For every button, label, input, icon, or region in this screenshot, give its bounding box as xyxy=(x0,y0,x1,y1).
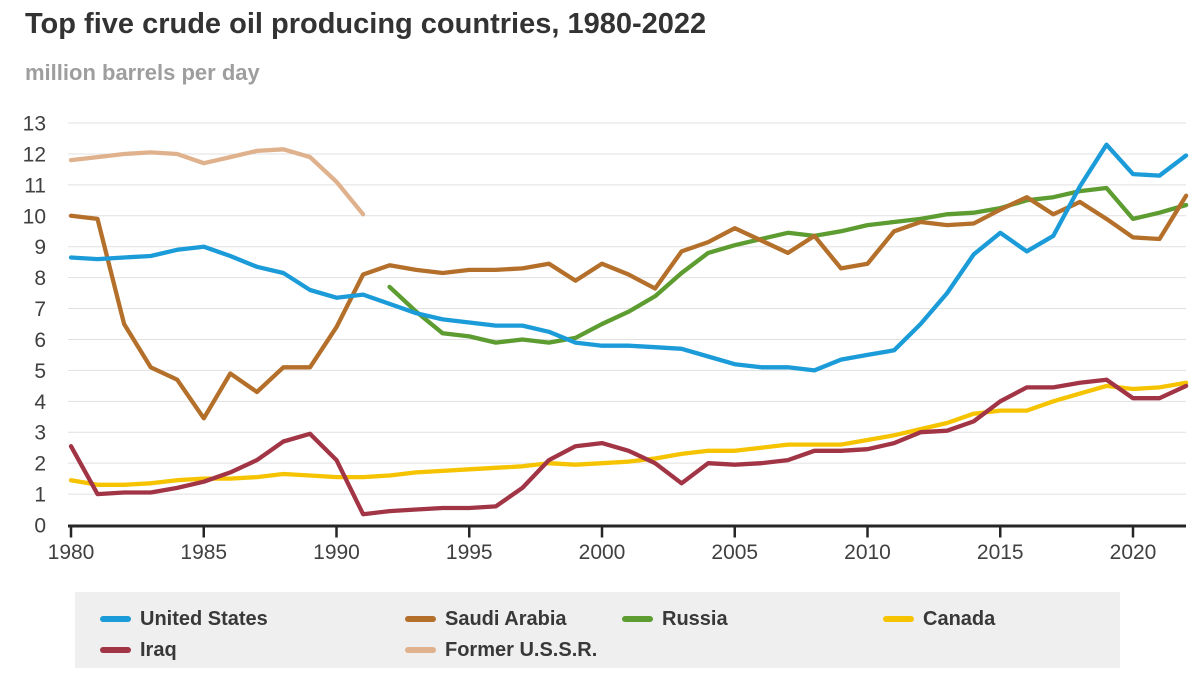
y-axis-tick-label: 13 xyxy=(23,113,46,136)
legend-swatch-iraq xyxy=(100,647,131,653)
legend-label: Iraq xyxy=(140,638,177,661)
legend-swatch-united-states xyxy=(100,616,131,622)
gridlines xyxy=(68,122,1186,495)
series-line-russia xyxy=(387,185,1189,345)
chart-title: Top five crude oil producing countries, … xyxy=(25,8,707,40)
x-axis-tick-label: 2010 xyxy=(844,541,891,564)
y-axis-tick-label: 12 xyxy=(23,143,46,166)
legend-item-canada: Canada xyxy=(883,605,1120,633)
y-axis-tick-label: 2 xyxy=(34,453,46,476)
x-axis-tick-label: 1980 xyxy=(48,541,95,564)
y-axis-tick-label: 10 xyxy=(23,205,46,228)
chart-legend: United States Saudi Arabia Russia Canada Ira… xyxy=(75,592,1120,668)
series-line-saudi-arabia xyxy=(68,193,1189,421)
legend-label: Russia xyxy=(662,607,728,630)
x-axis-tick-label: 2005 xyxy=(711,541,758,564)
y-axis-tick-label: 4 xyxy=(34,391,46,414)
series-line-former-u-s-s-r xyxy=(68,147,366,217)
legend-item-russia: Russia xyxy=(622,605,883,633)
x-axis-tick-label: 1990 xyxy=(313,541,360,564)
y-axis-tick-label: 6 xyxy=(34,329,46,352)
legend-swatch-former-u-s-s-r xyxy=(405,647,436,653)
y-axis-tick-label: 8 xyxy=(34,267,46,290)
y-axis-tick-label: 5 xyxy=(34,360,46,383)
y-axis-tick-label: 11 xyxy=(24,174,46,197)
y-axis-tick-label: 0 xyxy=(34,515,46,538)
series-line-canada xyxy=(68,380,1189,487)
chart-subtitle: million barrels per day xyxy=(25,60,260,85)
legend-item-iraq: Iraq xyxy=(100,636,405,664)
x-axis-tick-label: 2015 xyxy=(977,541,1024,564)
legend-label: Former U.S.S.R. xyxy=(445,638,598,661)
y-axis-tick-label: 9 xyxy=(34,236,46,259)
x-axis-tick-label: 2020 xyxy=(1110,541,1157,564)
legend-swatch-saudi-arabia xyxy=(405,616,436,622)
x-axis-tick-label: 1995 xyxy=(446,541,493,564)
y-axis-tick-label: 7 xyxy=(34,298,46,321)
series-line-iraq xyxy=(68,377,1189,517)
legend-item-former-u-s-s-r: Former U.S.S.R. xyxy=(405,636,622,664)
legend-label: Saudi Arabia xyxy=(445,607,567,630)
legend-label: United States xyxy=(140,607,268,630)
legend-item-united-states: United States xyxy=(100,605,405,633)
y-axis-tick-label: 3 xyxy=(34,422,46,445)
legend-label: Canada xyxy=(923,607,996,630)
x-axis-tick-label: 1985 xyxy=(180,541,227,564)
series-lines xyxy=(68,142,1189,517)
y-axis-tick-label: 1 xyxy=(34,484,46,507)
legend-swatch-russia xyxy=(622,616,653,622)
series-line-united-states xyxy=(68,142,1189,373)
legend-swatch-canada xyxy=(883,616,914,622)
x-axis-tick-label: 2000 xyxy=(579,541,626,564)
legend-item-saudi-arabia: Saudi Arabia xyxy=(405,605,622,633)
